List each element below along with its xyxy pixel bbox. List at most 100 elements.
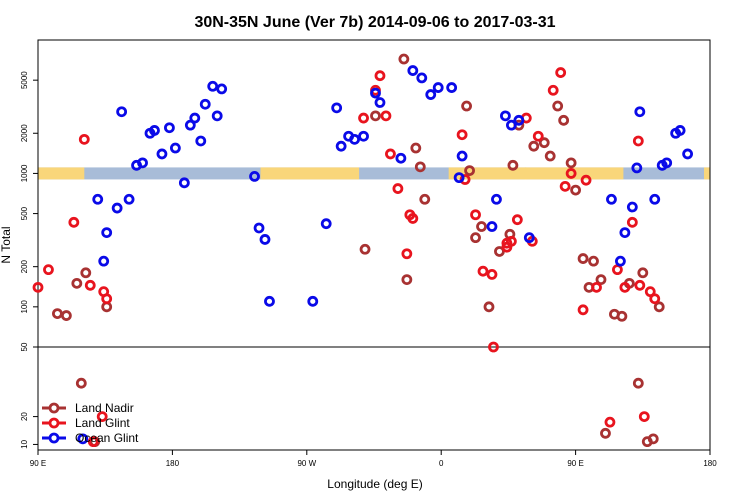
ocean-glint-point — [123, 193, 135, 205]
land-nadir-point — [75, 377, 87, 389]
land-nadir-point — [470, 232, 481, 244]
land-glint-point — [511, 214, 523, 226]
ocean-glint-point — [349, 133, 360, 145]
ocean-glint-point — [320, 218, 332, 230]
ocean-glint-point — [178, 177, 190, 189]
ocean-glint-point — [137, 157, 148, 169]
data-points — [32, 53, 693, 448]
ocean-glint-point — [358, 130, 369, 142]
x-tick-label: 180 — [703, 459, 717, 468]
ocean-glint-point — [195, 135, 207, 147]
land-glint-point — [565, 168, 577, 179]
ocean-glint-point — [416, 72, 428, 84]
land-glint-point — [626, 216, 638, 228]
x-tick-label: 90 W — [297, 459, 316, 468]
legend-marker-ocean-glint — [48, 432, 60, 444]
land-nadir-point — [538, 137, 550, 149]
x-tick-label: 90 E — [30, 459, 46, 468]
land-nadir-point — [570, 184, 581, 196]
land-glint-point — [649, 293, 661, 305]
land-nadir-point — [588, 255, 599, 267]
land-nadir-point — [60, 310, 72, 321]
land-glint-point — [380, 110, 392, 122]
land-glint-point — [459, 174, 471, 185]
ocean-glint-point — [661, 157, 673, 169]
land-glint-point — [84, 279, 96, 291]
ocean-glint-point — [101, 227, 113, 239]
land-glint-point — [638, 411, 650, 422]
land-glint-point — [547, 84, 559, 96]
land-nadir-point — [52, 308, 63, 319]
ocean-glint-point — [77, 433, 89, 445]
ocean-glint-point — [374, 97, 386, 108]
land-nadir-point — [80, 267, 92, 279]
land-glint-point — [358, 112, 369, 124]
ocean-glint-point — [491, 193, 502, 205]
ocean-glint-point — [682, 148, 693, 160]
y-tick-label: 50 — [20, 342, 29, 351]
y-tick-label: 100 — [20, 300, 29, 314]
ocean-glint-point — [626, 201, 638, 213]
ocean-glint-point — [486, 221, 498, 232]
y-tick-label: 1000 — [20, 164, 29, 182]
chart-title: 30N-35N June (Ver 7b) 2014-09-06 to 2017… — [194, 14, 555, 31]
x-tick-label: 90 E — [567, 459, 583, 468]
land-nadir-point — [653, 301, 665, 313]
x-axis-label: Longitude (deg E) — [327, 477, 422, 491]
land-glint-point — [580, 174, 592, 186]
land-glint-point — [644, 286, 656, 298]
ocean-glint-point — [92, 193, 104, 205]
land-glint-point — [477, 265, 489, 277]
y-tick-label: 200 — [20, 259, 29, 273]
ocean-glint-point — [199, 98, 211, 110]
land-nadir-point — [647, 433, 659, 445]
ocean-glint-point — [184, 119, 196, 131]
land-glint-point — [488, 341, 499, 353]
land-nadir-point — [483, 301, 495, 313]
land-nadir-point — [565, 157, 577, 169]
land-band-segment — [260, 167, 360, 180]
land-glint-point — [577, 304, 589, 316]
y-tick-label: 5000 — [20, 71, 29, 89]
y-axis-label: N Total — [0, 226, 13, 263]
land-glint-point — [87, 436, 99, 448]
y-axis-lower: 10 20 50 — [20, 342, 38, 449]
ocean-glint-point — [149, 125, 160, 136]
land-glint-point — [78, 133, 90, 145]
ocean-glint-point — [505, 119, 517, 131]
land-glint-point — [505, 235, 517, 247]
ocean-glint-point — [674, 125, 686, 136]
land-band-segment — [38, 167, 85, 180]
x-axis: 90 E 180 90 W 0 90 E 180 — [30, 450, 717, 468]
ocean-glint-point — [446, 82, 458, 93]
land-nadir-point — [419, 193, 431, 205]
ocean-glint-point — [169, 142, 181, 154]
land-glint-point — [632, 135, 644, 147]
ocean-glint-point — [335, 140, 347, 152]
land-glint-point — [385, 148, 396, 160]
land-glint-point — [486, 269, 498, 280]
ocean-glint-point — [331, 102, 343, 114]
land-nadir-point — [507, 159, 519, 171]
land-glint-point — [634, 279, 646, 291]
legend-label-ocean-glint: Ocean Glint — [75, 431, 139, 445]
land-glint-point — [96, 411, 108, 422]
land-nadir-point — [577, 253, 589, 264]
land-glint-point — [32, 281, 44, 293]
ocean-glint-point — [156, 148, 168, 160]
land-nadir-point — [552, 100, 564, 112]
land-nadir-point — [544, 150, 556, 162]
land-nadir-point — [600, 427, 611, 439]
ocean-glint-point — [216, 83, 228, 95]
land-glint-point — [555, 67, 567, 78]
land-band-segment — [704, 167, 710, 180]
ocean-glint-point — [631, 162, 643, 174]
land-nadir-point — [595, 274, 607, 286]
ocean-glint-point — [189, 112, 201, 124]
x-tick-label: 180 — [166, 459, 180, 468]
land-nadir-point — [401, 274, 413, 286]
y-tick-label: 20 — [20, 412, 29, 421]
ocean-glint-point — [253, 222, 265, 234]
